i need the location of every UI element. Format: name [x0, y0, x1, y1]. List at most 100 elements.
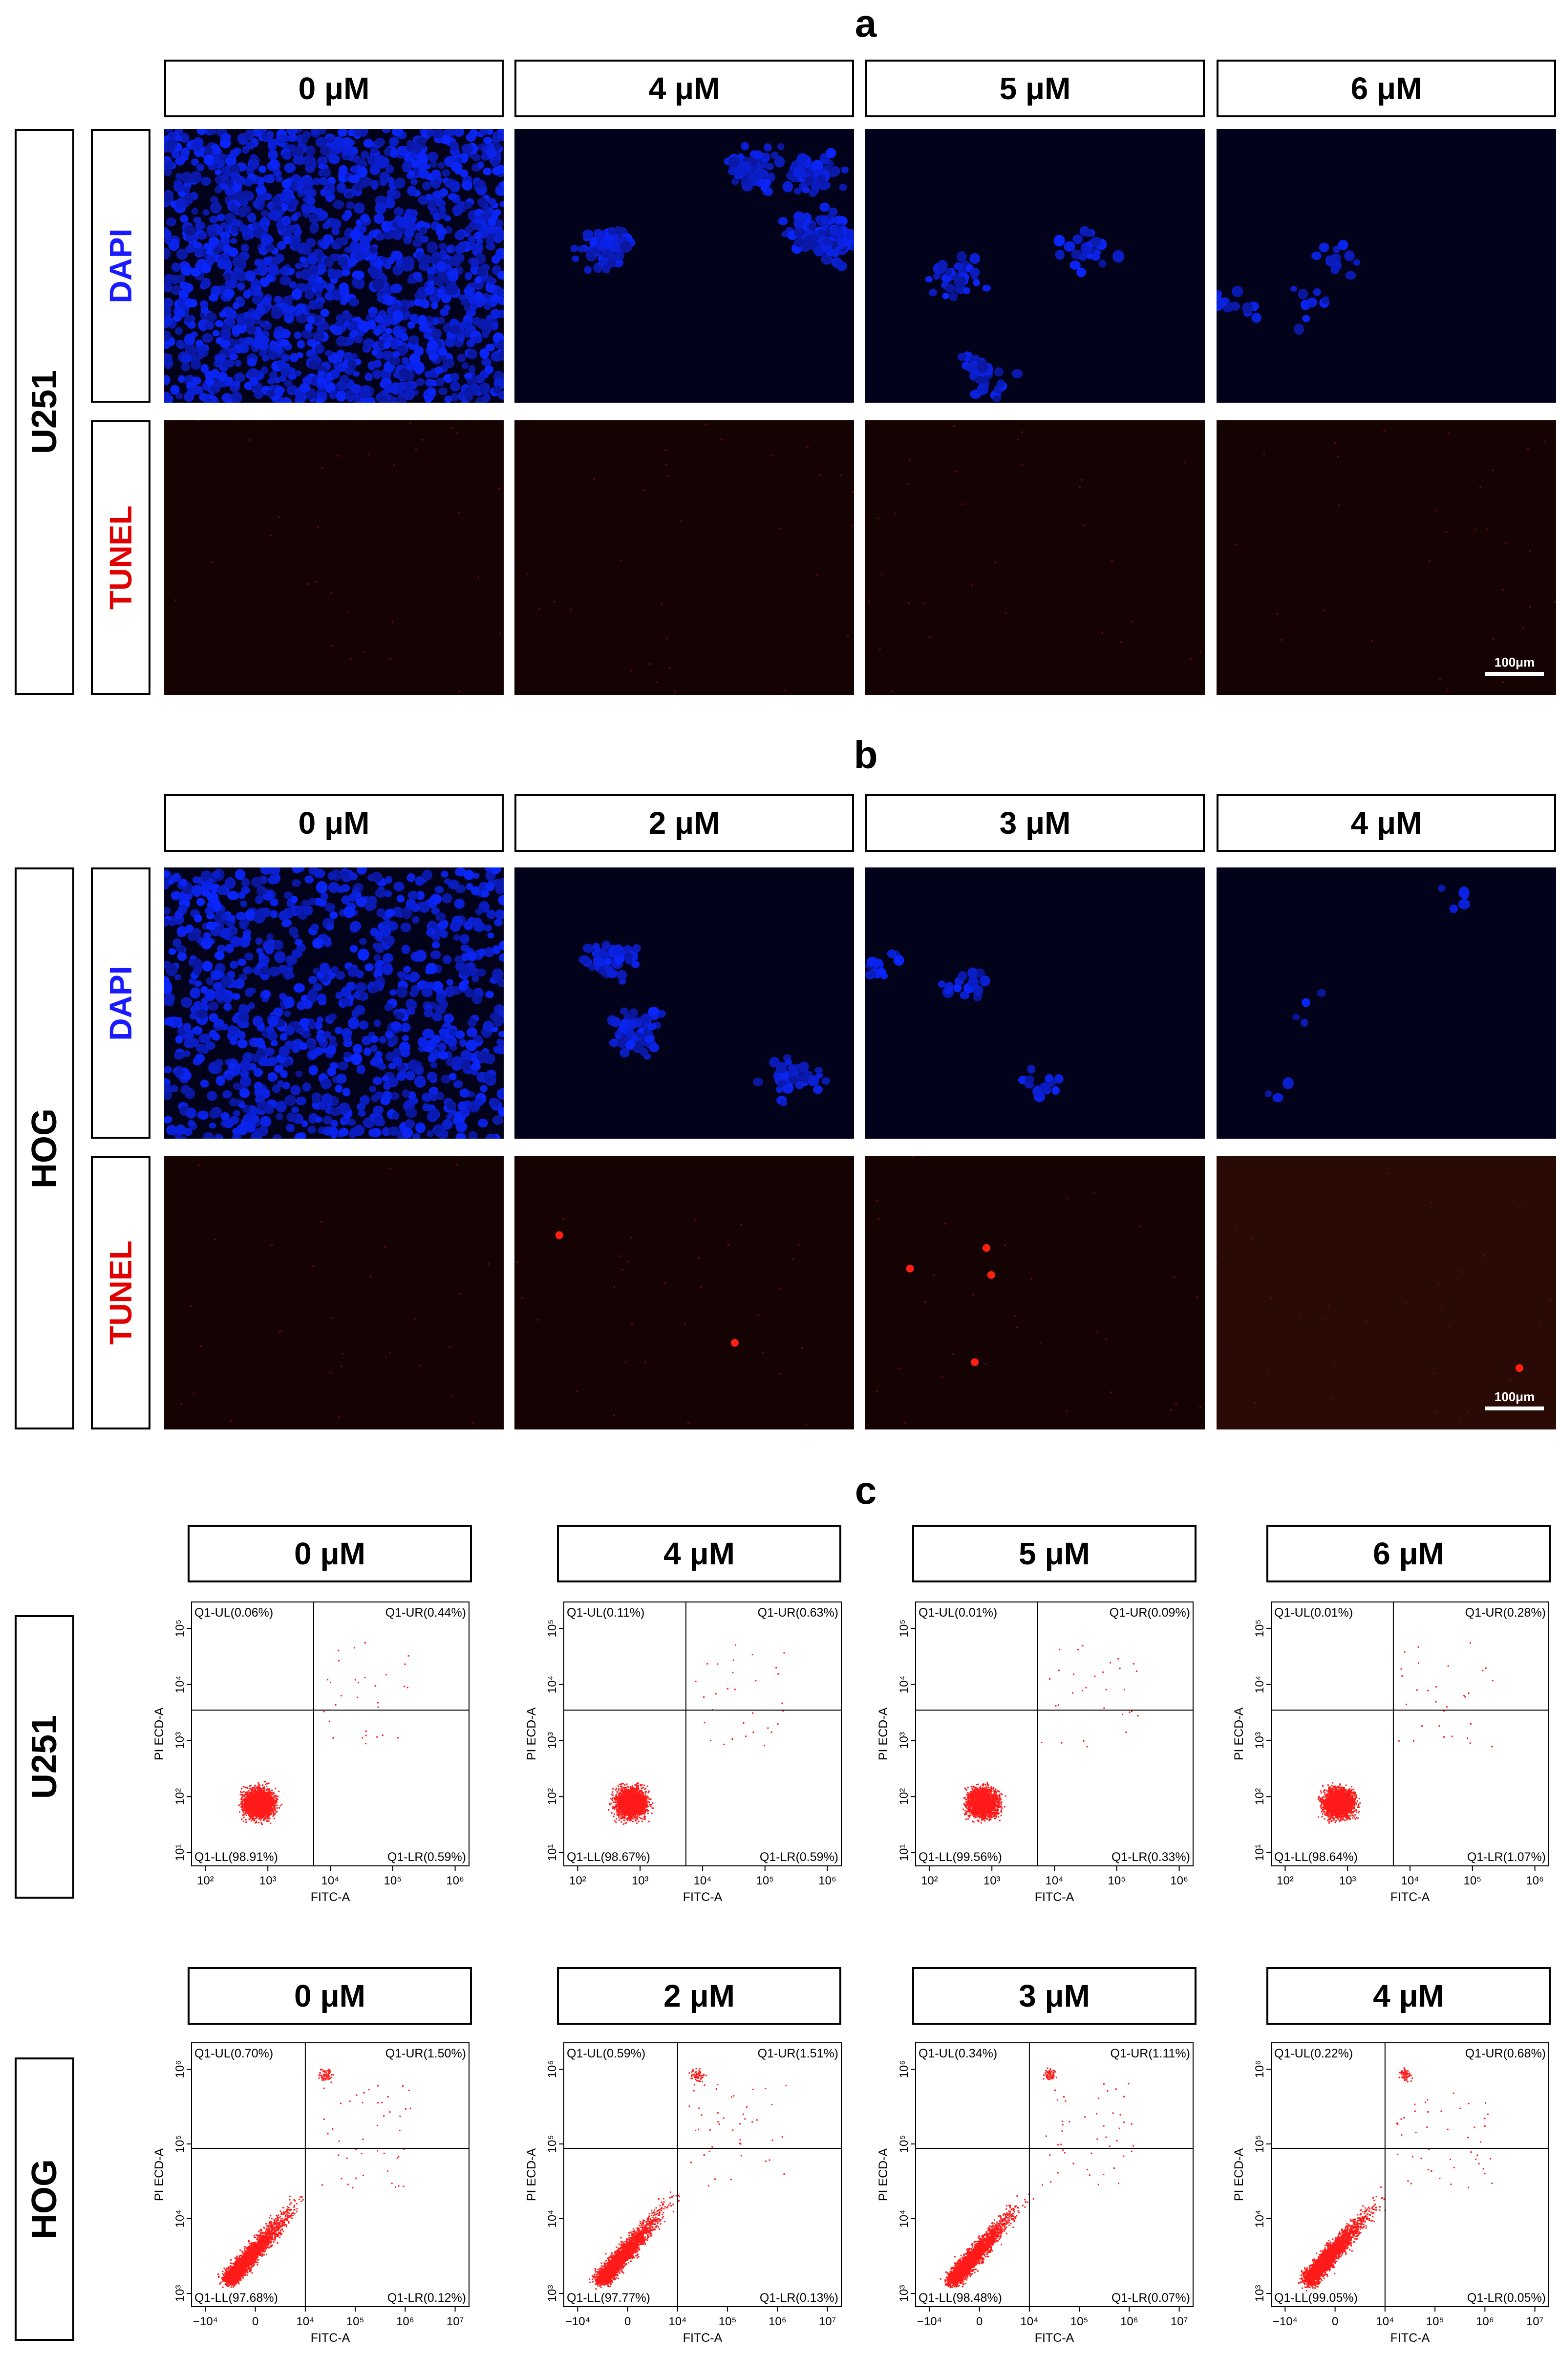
y-tick-label: 10² [173, 1788, 187, 1805]
y-tick-label: 10¹ [898, 1844, 911, 1861]
panel-a-tunel-0 [164, 420, 504, 695]
x-tick-label: 10⁶ [1120, 2315, 1138, 2328]
quadrant-ur-label: Q1-UR(0.44%) [385, 1606, 466, 1620]
panel-b-tunel-2 [865, 1156, 1205, 1429]
y-axis-label: PI ECD-A [152, 1708, 166, 1761]
flow-plot-row1-0: Q1-UL(0.70%) Q1-UR(1.50%) Q1-LL(97.68%) Q1-… [147, 2039, 484, 2347]
x-tick-label: 10⁷ [819, 2315, 836, 2328]
y-tick-label: 10⁴ [173, 1675, 187, 1693]
panel-c-row0-conc-2: 5 μM [912, 1525, 1197, 1582]
panel-c-row1-cell-line-box: HOG [15, 2057, 74, 2341]
quadrant-ul-label: Q1-UL(0.34%) [919, 2047, 997, 2060]
y-tick-label: 10⁵ [898, 1620, 911, 1638]
y-tick-label: 10⁶ [173, 2060, 187, 2078]
x-tick-label: 0 [976, 2315, 983, 2328]
quadrant-ll-label: Q1-LL(97.68%) [194, 2291, 278, 2305]
panel-a-dapi-1 [514, 129, 854, 403]
panel-b-scale-bar-label: 100μm [1485, 1389, 1544, 1405]
panel-a-dapi-label: DAPI [103, 229, 139, 303]
quadrant-ur-label: Q1-UR(0.63%) [758, 1606, 838, 1620]
quadrant-ur-label: Q1-UR(1.50%) [385, 2047, 466, 2060]
y-axis-label: PI ECD-A [525, 2148, 538, 2202]
panel-c-row1-conc-3: 4 μM [1266, 1967, 1551, 2025]
flow-plot-row1-3: Q1-UL(0.22%) Q1-UR(0.68%) Q1-LL(99.05%) Q1-… [1226, 2039, 1560, 2347]
x-tick-label: 10⁵ [1108, 1874, 1126, 1887]
y-axis-label: PI ECD-A [525, 1708, 538, 1761]
quadrant-lr-label: Q1-LR(0.05%) [1467, 2291, 1546, 2305]
x-tick-label: 0 [624, 2315, 631, 2328]
x-axis-label: FITC-A [1390, 2331, 1430, 2345]
quadrant-ul-label: Q1-UL(0.22%) [1274, 2047, 1353, 2060]
x-tick-label: 0 [252, 2315, 258, 2328]
panel-b-dapi-label: DAPI [103, 966, 139, 1040]
panel-a-tunel-1 [514, 420, 854, 695]
panel-a-conc-2: 5 μM [865, 60, 1205, 117]
panel-c-label: c [841, 1471, 890, 1510]
flow-plot-row0-3: Q1-UL(0.01%) Q1-UR(0.28%) Q1-LL(98.64%) Q1-… [1226, 1598, 1560, 1906]
panel-a-tunel-2 [865, 420, 1205, 695]
y-tick-label: 10³ [546, 2285, 559, 2302]
y-tick-label: 10⁵ [898, 2135, 911, 2153]
quadrant-lr-label: Q1-LR(0.12%) [387, 2291, 466, 2305]
x-tick-label: 10⁴ [1401, 1874, 1419, 1887]
y-tick-label: 10⁵ [173, 1620, 187, 1638]
panel-c-row0-conc-1: 4 μM [557, 1525, 841, 1582]
x-tick-label: 10⁴ [1045, 1874, 1063, 1887]
panel-a-conc-0: 0 μM [164, 60, 504, 117]
panel-b-tunel-0 [164, 1156, 504, 1429]
panel-a-cell-line: U251 [24, 370, 64, 454]
panel-b-label: b [841, 736, 890, 775]
quadrant-lr-label: Q1-LR(0.33%) [1111, 1850, 1190, 1864]
panel-a-scale-bar-label: 100μm [1485, 655, 1544, 670]
panel-b-scale-bar: 100μm [1485, 1389, 1544, 1410]
panel-b-dapi-2 [865, 867, 1205, 1139]
quadrant-ur-label: Q1-UR(1.51%) [758, 2047, 838, 2060]
y-tick-label: 10³ [1253, 1732, 1266, 1749]
quadrant-ur-label: Q1-UR(0.68%) [1465, 2047, 1546, 2060]
x-tick-label: 10⁷ [1526, 2315, 1543, 2328]
panel-a-dapi-label-box: DAPI [91, 129, 150, 403]
y-axis-label: PI ECD-A [1232, 1708, 1246, 1761]
x-tick-label: 10⁶ [446, 1874, 464, 1887]
quadrant-ll-label: Q1-LL(99.05%) [1274, 2291, 1358, 2305]
quadrant-ll-label: Q1-LL(98.67%) [567, 1850, 650, 1864]
y-tick-label: 10² [1253, 1788, 1266, 1805]
quadrant-ul-label: Q1-UL(0.01%) [1274, 1606, 1353, 1620]
panel-b-conc-0: 0 μM [164, 794, 504, 852]
x-tick-label: 10⁵ [756, 1874, 774, 1887]
x-tick-label: 10⁴ [1376, 2315, 1394, 2328]
quadrant-lr-label: Q1-LR(0.13%) [760, 2291, 838, 2305]
x-axis-label: FITC-A [311, 2331, 350, 2345]
panel-c-row0-conc-0: 0 μM [188, 1525, 472, 1582]
y-tick-label: 10⁴ [898, 2209, 911, 2228]
panel-b-cell-line: HOG [24, 1108, 64, 1189]
quadrant-ur-label: Q1-UR(0.09%) [1110, 1606, 1190, 1620]
panel-b-tunel-1 [514, 1156, 854, 1429]
y-tick-label: 10³ [898, 1732, 911, 1749]
panel-c-row1-conc-1: 2 μM [557, 1967, 841, 2025]
x-axis-label: FITC-A [1390, 1890, 1430, 1904]
x-tick-label: 10⁶ [1476, 2315, 1494, 2328]
x-tick-label: 10³ [632, 1874, 649, 1887]
y-tick-label: 10⁵ [546, 2135, 559, 2153]
x-tick-label: 10⁵ [1426, 2315, 1444, 2328]
panel-b-conc-1: 2 μM [514, 794, 854, 852]
x-tick-label: 10⁵ [1070, 2315, 1089, 2328]
quadrant-lr-label: Q1-LR(0.59%) [387, 1850, 466, 1864]
panel-b-dapi-1 [514, 867, 854, 1139]
panel-b-tunel-label: TUNEL [103, 1240, 139, 1344]
panel-b-dapi-0 [164, 867, 504, 1139]
x-tick-label: −10⁴ [1273, 2315, 1298, 2328]
x-tick-label: 10⁴ [693, 1874, 711, 1887]
panel-a-label: a [841, 4, 890, 43]
panel-b-cell-line-box: HOG [15, 867, 74, 1429]
y-axis-label: PI ECD-A [876, 1708, 890, 1761]
y-axis-label: PI ECD-A [1232, 2148, 1246, 2202]
panel-c-row0-conc-3: 6 μM [1266, 1525, 1551, 1582]
quadrant-ul-label: Q1-UL(0.01%) [919, 1606, 997, 1620]
quadrant-ll-label: Q1-LL(97.77%) [567, 2291, 650, 2305]
flow-plot-row0-0: Q1-UL(0.06%) Q1-UR(0.44%) Q1-LL(98.91%) Q1-… [147, 1598, 484, 1906]
y-tick-label: 10³ [898, 2285, 911, 2302]
x-tick-label: 10⁵ [346, 2315, 364, 2328]
x-tick-label: 10⁴ [296, 2315, 314, 2328]
